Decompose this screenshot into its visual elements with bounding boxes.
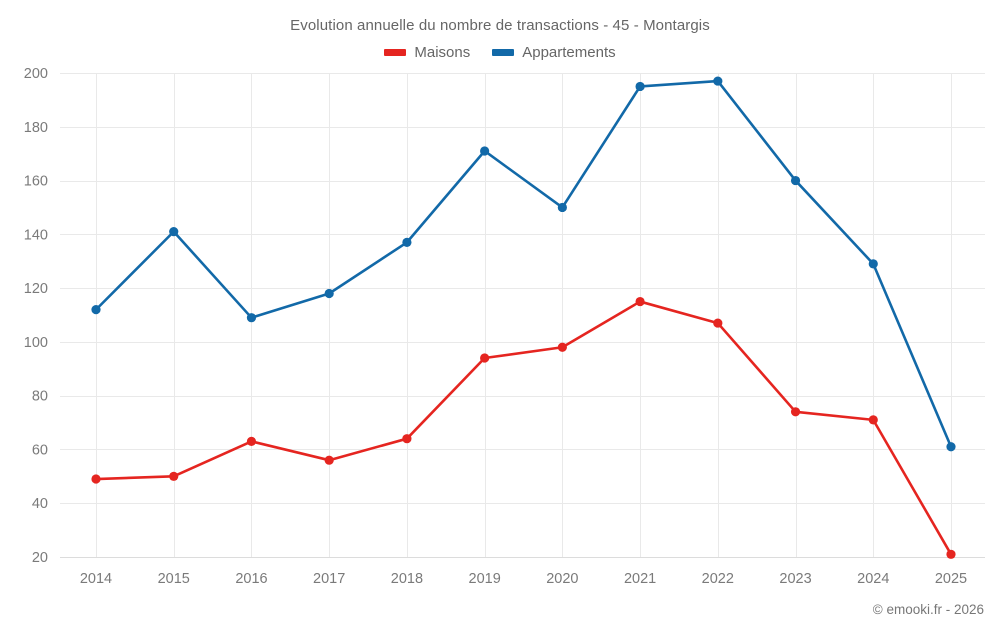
data-point[interactable] — [324, 455, 334, 465]
data-point[interactable] — [713, 318, 723, 328]
y-axis-tick-label: 200 — [24, 66, 48, 82]
y-axis-tick-label: 180 — [24, 120, 48, 136]
footer-credit: © emooki.fr - 2026 — [872, 602, 984, 617]
legend-label-maisons: Maisons — [414, 44, 471, 61]
data-point[interactable] — [557, 202, 567, 213]
y-axis-tick-label: 80 — [32, 389, 48, 405]
data-point[interactable] — [635, 81, 645, 92]
y-axis-tick-label: 60 — [32, 442, 48, 458]
legend-label-appartements: Appartements — [522, 44, 616, 61]
x-axis-tick-label: 2023 — [779, 571, 811, 587]
x-axis-tick-label: 2022 — [702, 571, 734, 587]
y-axis-tick-label: 160 — [24, 174, 48, 190]
y-axis-tick-label: 40 — [32, 496, 48, 512]
legend-item-appartements[interactable]: Appartements — [492, 44, 616, 61]
data-point[interactable] — [246, 436, 257, 446]
data-point[interactable] — [790, 175, 801, 186]
x-axis-labels-group: 2014 2015 2016 2017 2018 2019 2020 2021 2022 2023… — [80, 571, 967, 587]
x-axis-tick-label: 2014 — [80, 571, 112, 587]
x-axis-tick-label: 2020 — [546, 571, 578, 587]
data-point[interactable] — [246, 313, 257, 323]
x-axis-tick-label: 2017 — [313, 571, 345, 587]
data-point[interactable] — [946, 442, 956, 452]
legend-item-maisons[interactable]: Maisons — [384, 44, 470, 61]
legend-swatch-appartements — [492, 49, 515, 56]
x-axis-tick-label: 2016 — [235, 571, 267, 587]
data-point[interactable] — [868, 259, 878, 269]
series-line-maisons — [94, 300, 953, 556]
y-axis-tick-label: 120 — [24, 281, 48, 297]
x-axis-tick-label: 2015 — [158, 571, 190, 587]
y-axis-labels-group: 20 40 60 80 100 120 140 160 180 200 — [24, 66, 48, 566]
series-line-appartements — [94, 79, 953, 449]
data-point[interactable] — [480, 353, 490, 363]
data-point[interactable] — [402, 237, 412, 247]
y-axis-tick-label: 140 — [24, 227, 48, 243]
data-point[interactable] — [635, 296, 645, 307]
data-point[interactable] — [868, 415, 878, 425]
chart-legend: Maisons Appartements — [0, 44, 1000, 61]
data-series-group — [91, 76, 956, 559]
data-point[interactable] — [324, 288, 334, 299]
data-point[interactable] — [557, 342, 567, 352]
chart-title: Evolution annuelle du nombre de transact… — [290, 17, 710, 34]
data-point[interactable] — [169, 227, 179, 237]
gridlines-group — [60, 73, 985, 558]
x-axis-tick-label: 2025 — [935, 571, 967, 587]
x-axis-tick-label: 2019 — [469, 571, 501, 587]
data-point[interactable] — [402, 434, 412, 444]
legend-swatch-maisons — [384, 49, 407, 56]
data-point[interactable] — [480, 146, 490, 156]
data-point[interactable] — [713, 76, 723, 86]
data-point[interactable] — [946, 549, 956, 559]
x-axis-tick-label: 2021 — [624, 571, 656, 587]
data-point[interactable] — [91, 305, 101, 315]
data-point[interactable] — [790, 407, 801, 417]
data-point[interactable] — [169, 471, 179, 481]
x-axis-tick-label: 2018 — [391, 571, 423, 587]
data-point[interactable] — [91, 474, 101, 484]
y-axis-tick-label: 100 — [24, 335, 48, 351]
y-axis-tick-label: 20 — [32, 550, 48, 566]
x-axis-tick-label: 2024 — [857, 571, 889, 587]
